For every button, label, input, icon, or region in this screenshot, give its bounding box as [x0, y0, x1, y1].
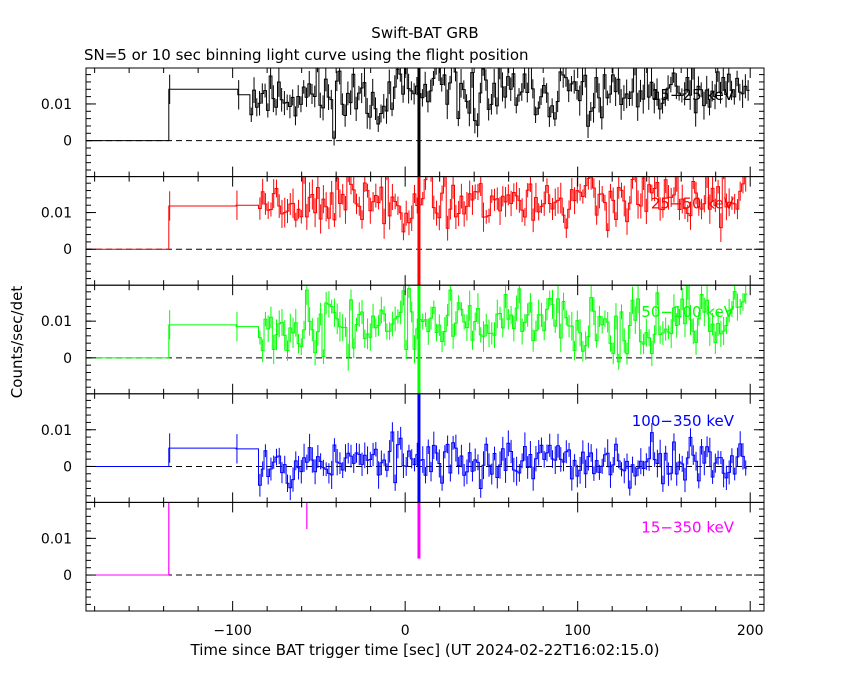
- series-line: [86, 431, 748, 489]
- panel-data: [86, 502, 421, 576]
- y-tick-label: 0.01: [41, 423, 72, 439]
- energy-band-label: 25−50 keV: [651, 195, 735, 213]
- y-tick-label: 0.01: [41, 314, 72, 330]
- panel-data: [86, 68, 750, 177]
- y-tick-label: 0.01: [41, 531, 72, 547]
- x-axis-label: Time since BAT trigger time [sec] (UT 20…: [190, 641, 660, 659]
- y-axis-label: Counts/sec/det: [8, 286, 26, 399]
- series-line: [86, 285, 748, 363]
- panel-data: [86, 285, 748, 394]
- panel-5: 0 0.01 15−350 keV −100 0 100 200: [41, 501, 765, 639]
- chart-subtitle: SN=5 or 10 sec binning light curve using…: [84, 46, 529, 64]
- panel-4: 0 0.01 100−350 keV: [41, 393, 765, 503]
- energy-band-label: 15−350 keV: [641, 518, 734, 536]
- series-line: [86, 176, 748, 250]
- panels-group: 0 0.01 15−25 keV 0 0.01 25−50 keV 0 0.01 50−100 …: [41, 67, 765, 639]
- chart-title: Swift-BAT GRB: [371, 24, 478, 42]
- x-tick-label: 200: [737, 623, 764, 639]
- y-tick-label: 0.01: [41, 97, 72, 113]
- y-tick-label: 0: [63, 568, 72, 584]
- panel-data: [86, 176, 748, 286]
- energy-band-label: 100−350 keV: [632, 412, 735, 430]
- x-tick-label: −100: [213, 623, 251, 639]
- panel-1: 0 0.01 15−25 keV: [41, 67, 765, 178]
- y-tick-label: 0: [63, 351, 72, 367]
- y-tick-label: 0: [63, 134, 72, 150]
- energy-band-label: 15−25 keV: [651, 86, 735, 104]
- series-line: [86, 68, 750, 142]
- panel-data: [86, 393, 748, 503]
- x-tick-label: 0: [401, 623, 410, 639]
- y-tick-label: 0: [63, 242, 72, 258]
- panel-frame: [85, 284, 765, 395]
- y-tick-label: 0: [63, 459, 72, 475]
- panel-frame: [85, 176, 765, 286]
- energy-band-label: 50−100 keV: [641, 303, 734, 321]
- panel-frame: [85, 501, 765, 612]
- y-tick-label: 0.01: [41, 206, 72, 222]
- panel-2: 0 0.01 25−50 keV: [41, 176, 765, 286]
- panel-3: 0 0.01 50−100 keV: [41, 284, 765, 395]
- x-tick-label: 100: [564, 623, 591, 639]
